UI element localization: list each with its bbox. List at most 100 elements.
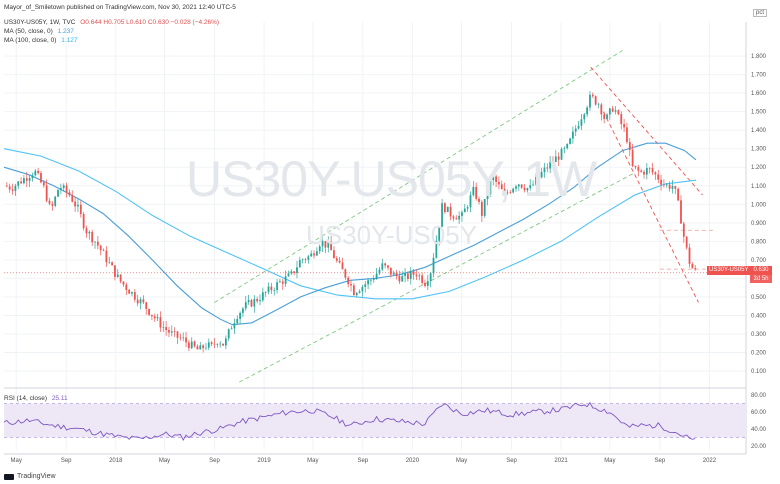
candle-body (623, 124, 625, 128)
ma50-line (3, 142, 697, 326)
candle-body (458, 215, 461, 220)
price-tick-label: 0.500 (751, 295, 767, 301)
candle-body (577, 125, 580, 129)
candle-body (318, 246, 321, 252)
candle-body (634, 165, 637, 168)
price-tick-label: 0.900 (751, 221, 767, 227)
candle-body (96, 241, 99, 246)
time-tick-label: Sep (357, 458, 368, 464)
time-tick-label: May (604, 458, 615, 464)
candle-body (626, 127, 628, 143)
candle-body (79, 204, 82, 214)
candle-body (136, 299, 139, 304)
rsi-line (3, 401, 696, 441)
candle-body (648, 168, 651, 169)
candle-body (116, 274, 119, 277)
candle-body (77, 204, 79, 207)
candle-body (355, 292, 358, 296)
candle-body (48, 200, 51, 204)
candle-body (196, 346, 199, 350)
candle-body (455, 218, 458, 220)
candle-body (327, 241, 330, 248)
up-channel-upper-line (214, 50, 623, 303)
price-tick-label: 1.200 (751, 165, 767, 171)
ma100-path (3, 148, 697, 300)
candle-body (338, 260, 341, 263)
candle-body (537, 177, 540, 178)
candle-body (381, 263, 384, 270)
ma50-legend[interactable]: MA (50, close, 0) 1.237 (4, 28, 74, 36)
candle-body (461, 212, 463, 216)
candle-body (463, 208, 466, 213)
ma50-path (3, 142, 697, 326)
candle-body (321, 241, 324, 247)
candle-body (310, 253, 313, 257)
price-tick-label: 0.100 (751, 369, 767, 375)
candle-body (173, 331, 176, 332)
candle-body (543, 167, 546, 173)
ma100-legend[interactable]: MA (100, close, 0) 1.127 (4, 37, 77, 45)
candle-body (591, 94, 594, 97)
rsi-label: RSI (14, close) (4, 395, 47, 402)
candle-body (367, 280, 369, 285)
candle-body (685, 236, 688, 248)
candle-body (304, 259, 307, 261)
candle-body (170, 331, 173, 333)
rsi-legend[interactable]: RSI (14, close) 25.11 (4, 395, 68, 403)
candle-body (631, 149, 634, 166)
down-channel-upper-line (590, 66, 703, 196)
tradingview-brand[interactable]: TradingView (4, 473, 56, 480)
symbol-watermark: US30Y-US05Y, 1W (186, 151, 597, 207)
price-tick-label: 1.800 (751, 54, 767, 60)
rsi-pane: 20.00 40.00 60.00 80.00 (3, 387, 767, 450)
candles (5, 91, 697, 353)
candle-body (199, 345, 202, 350)
candle-body (466, 207, 469, 209)
candle-body (313, 253, 315, 256)
candle-body (594, 96, 597, 105)
price-tick-label: 0.200 (751, 351, 767, 357)
candle-body (99, 245, 102, 251)
price-badge: US30Y-US05Y (707, 266, 751, 275)
candle-body (443, 203, 446, 213)
candle-body (614, 110, 617, 112)
published-by-line: Mayor_of_Smiletown published on TradingV… (4, 4, 236, 11)
candle-body (441, 203, 443, 227)
price-tick-label: 0.300 (751, 332, 767, 338)
candle-body (515, 186, 517, 189)
candle-body (239, 312, 241, 319)
candle-body (404, 273, 406, 277)
candle-body (372, 279, 375, 280)
candle-body (119, 274, 122, 282)
candle-body (580, 119, 583, 126)
candle-body (492, 176, 495, 181)
tradingview-logo-icon (4, 473, 14, 480)
candle-body (606, 114, 608, 119)
candle-body (14, 185, 17, 191)
candle-body (102, 250, 105, 251)
candle-body (600, 104, 603, 115)
symbol-label: US30Y-US05Y, 1W, TVC (4, 19, 76, 26)
symbol-legend[interactable]: US30Y-US05Y, 1W, TVC O0.644 H0.705 L0.61… (4, 19, 219, 27)
candle-body (509, 192, 512, 193)
candle-body (560, 148, 563, 160)
candle-body (398, 275, 401, 282)
candle-body (483, 199, 486, 216)
candle-body (608, 108, 611, 115)
candle-body (71, 195, 74, 202)
candle-body (82, 213, 85, 229)
candle-body (210, 342, 213, 344)
candle-body (20, 181, 22, 184)
candle-body (148, 308, 150, 315)
candle-body (557, 156, 560, 160)
candle-body (11, 189, 14, 191)
candle-body (424, 282, 426, 286)
candle-body (108, 262, 111, 263)
candle-body (628, 142, 631, 150)
candle-body (475, 186, 478, 199)
candle-body (620, 114, 623, 125)
time-tick-label: 2018 (109, 458, 123, 464)
ohlc-change: −0.028 (−4.26%) (170, 19, 220, 26)
candle-body (301, 259, 304, 261)
candle-body (552, 161, 554, 163)
